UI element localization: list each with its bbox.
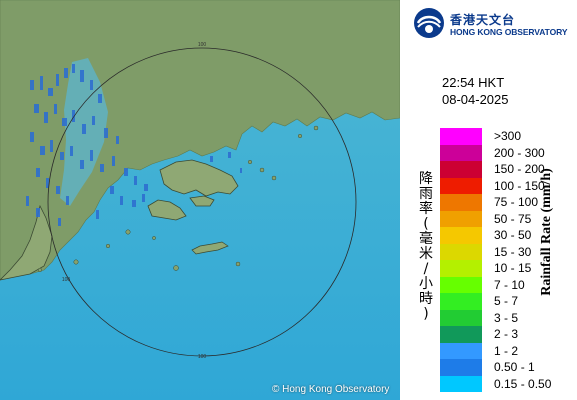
- observation-date: 08-04-2025: [442, 92, 509, 107]
- legend-swatch: [440, 359, 482, 376]
- legend-label: 75 - 100: [494, 195, 539, 209]
- legend-row: 0.15 - 0.50: [440, 375, 570, 392]
- radar-range-ring-group: [47, 47, 357, 357]
- radar-map-canvas: 100 100 100: [0, 0, 400, 400]
- legend-title-char: 降: [419, 171, 433, 187]
- range-ring: [47, 47, 357, 357]
- legend-swatch: [440, 243, 482, 260]
- legend-label: 7 - 10: [494, 277, 525, 292]
- legend-row: 7 - 10: [440, 276, 570, 293]
- legend-label: 5 - 7: [494, 294, 519, 308]
- observation-time: 22:54 HKT: [442, 75, 505, 90]
- legend-swatch: [440, 227, 482, 244]
- legend-row: >300: [440, 128, 570, 145]
- legend-row: 50 - 75: [440, 210, 570, 227]
- legend-row: 100 - 150: [440, 177, 570, 194]
- copyright: © Hong Kong Observatory: [272, 384, 390, 395]
- legend-swatch: [440, 144, 482, 161]
- legend-row: 30 - 50: [440, 227, 570, 244]
- legend-label: 0.15 - 0.50: [494, 376, 552, 391]
- legend-title-char: 時: [419, 291, 433, 307]
- hong-kong-peninsula: [159, 159, 239, 197]
- logo-text-chinese: 香港天文台: [450, 13, 516, 27]
- range-ring-label-bottom: 100: [198, 354, 207, 360]
- legend-row: 1 - 2: [440, 342, 570, 359]
- legend-swatch: [440, 276, 482, 293]
- legend-row: 150 - 200: [440, 161, 570, 178]
- legend-swatch: [440, 177, 482, 194]
- legend-row: 15 - 30: [440, 243, 570, 260]
- legend-title-char: /: [423, 261, 429, 277]
- radar-echoes: [26, 64, 242, 226]
- legend-label: 1 - 2: [494, 343, 519, 358]
- legend-title-char: 毫: [419, 231, 433, 247]
- legend-label: 3 - 5: [494, 310, 519, 325]
- macau-coast: [0, 204, 53, 281]
- legend-swatch: [440, 309, 482, 326]
- legend-title-char: 米: [419, 246, 433, 262]
- logo-text-english: HONG KONG OBSERVATORY: [450, 27, 568, 37]
- legend-label: 100 - 150: [494, 178, 545, 193]
- legend-label: 2 - 3: [494, 327, 519, 341]
- legend-title-char: ): [423, 306, 429, 322]
- legend-row: 200 - 300: [440, 144, 570, 161]
- lantau-island: [147, 199, 187, 221]
- observatory-emblem-icon: [414, 8, 444, 38]
- legend-swatch: [440, 326, 482, 343]
- legend-label: 10 - 15: [494, 261, 532, 275]
- legend-swatch: [440, 194, 482, 211]
- legend-label: 200 - 300: [494, 145, 545, 160]
- legend-title-chinese: 降雨率(毫米 / 小時): [418, 172, 434, 322]
- legend-label: 50 - 75: [494, 211, 532, 226]
- legend-row: 3 - 5: [440, 309, 570, 326]
- legend-label: >300: [494, 129, 522, 143]
- legend-title-char: (: [423, 216, 429, 232]
- observatory-logo: 香港天文台 HONG KONG OBSERVATORY: [412, 6, 572, 42]
- legend-swatch: [440, 210, 482, 227]
- range-ring-label-left: 100: [62, 277, 71, 283]
- legend-label: 15 - 30: [494, 244, 532, 259]
- hk-island: [189, 195, 215, 207]
- radar-map: 100 100 100 © Hong Kong Observatory: [0, 0, 400, 400]
- legend-panel: 香港天文台 HONG KONG OBSERVATORY 22:54 HKT 08…: [400, 0, 577, 400]
- range-ring-label-top: 100: [198, 42, 207, 48]
- wanshan-islands: [191, 241, 229, 255]
- legend-swatch: [440, 293, 482, 310]
- legend-label: 30 - 50: [494, 228, 532, 242]
- legend-swatch: [440, 260, 482, 277]
- legend-label: 150 - 200: [494, 162, 545, 176]
- legend-swatch: [440, 161, 482, 178]
- legend-title-char: 率: [419, 201, 433, 217]
- legend-swatch: [440, 128, 482, 145]
- legend-swatch: [440, 375, 482, 392]
- legend-row: 2 - 3: [440, 326, 570, 343]
- legend-swatch: [440, 342, 482, 359]
- legend-label: 0.50 - 1: [494, 360, 535, 374]
- legend-row: 0.50 - 1: [440, 359, 570, 376]
- legend-row: 10 - 15: [440, 260, 570, 277]
- legend-row: 5 - 7: [440, 293, 570, 310]
- legend-row: 75 - 100: [440, 194, 570, 211]
- legend-title-char: 小: [419, 276, 433, 292]
- islands: [37, 125, 319, 273]
- legend-title-char: 雨: [419, 186, 433, 202]
